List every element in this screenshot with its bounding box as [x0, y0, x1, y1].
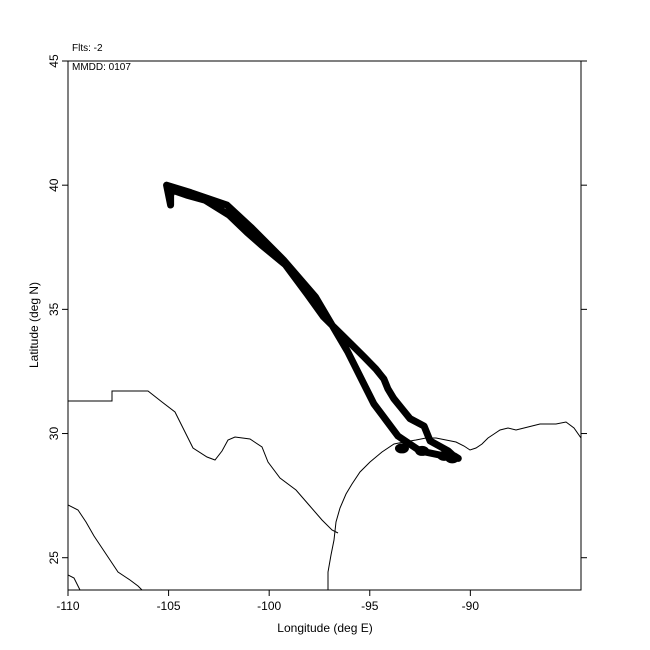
- y-tick-label: 30: [47, 427, 61, 441]
- y-axis-ticks: 25 30 35 40 45: [47, 54, 587, 564]
- track-cluster: [415, 445, 430, 456]
- date-annotation: MMDD: 0107: [72, 62, 131, 73]
- state-border-north: [68, 390, 339, 534]
- x-tick-label: -105: [157, 599, 181, 613]
- y-axis-title: Latitude (deg N): [27, 282, 41, 368]
- track-line: [163, 181, 462, 462]
- mexico-border: [68, 504, 143, 590]
- x-axis-ticks: -110 -105 -100 -95 -90: [56, 590, 479, 613]
- x-tick-label: -110: [56, 599, 79, 613]
- y-tick-label: 40: [47, 178, 61, 192]
- baja-coast: [68, 574, 81, 590]
- gulf-coast: [327, 421, 581, 590]
- x-tick-label: -90: [462, 599, 480, 613]
- x-tick-label: -95: [361, 599, 379, 613]
- y-tick-label: 35: [47, 302, 61, 316]
- x-axis-title: Longitude (deg E): [277, 621, 372, 635]
- flight-track: [163, 181, 462, 464]
- y-tick-label: 25: [47, 551, 61, 565]
- x-tick-label: -100: [257, 599, 281, 613]
- y-tick-label: 45: [47, 54, 61, 68]
- track-cluster: [394, 443, 409, 454]
- flights-annotation: Flts: -2: [72, 43, 103, 54]
- coastline-map: [68, 390, 581, 590]
- track-cluster: [445, 453, 460, 464]
- plot-frame: [67, 60, 582, 591]
